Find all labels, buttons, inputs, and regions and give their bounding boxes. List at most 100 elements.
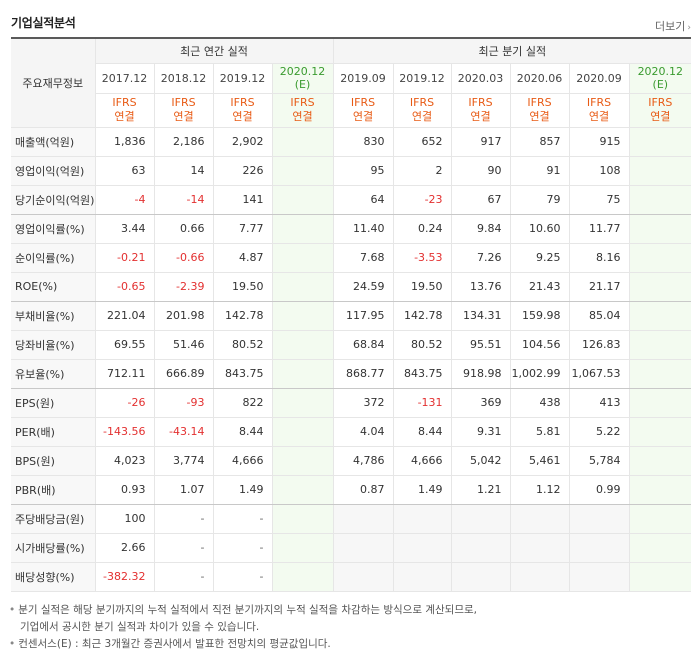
annual-value: -4 [95,185,155,215]
annual-value: 0.93 [95,475,155,505]
ifrs-label: IFRS 연결 [569,93,630,128]
ifrs-label: IFRS 연결 [95,93,155,128]
annual-value: 142.78 [213,301,273,331]
quarter-value: 4,786 [332,446,394,476]
period-header: 2020.09 [569,63,630,94]
more-label: 더보기 [655,20,686,33]
quarter-value: -3.53 [393,243,452,273]
consolidated-text: 연결 [114,110,135,123]
footnote-text: 분기 실적은 해당 분기까지의 누적 실적에서 직전 분기까지의 누적 실적을 … [18,604,477,616]
section-title: 기업실적분석 [11,16,76,30]
quarter-value: 1,002.99 [510,359,570,389]
table-row: 영업이익률(%) 3.44 0.66 7.77 11.40 0.24 9.84 10.60 11… [11,214,692,244]
more-link[interactable]: 더보기 › [655,18,691,34]
quarter-value: 159.98 [510,301,570,331]
quarter-value: 117.95 [332,301,394,331]
consolidated-text: 연결 [470,110,491,123]
quarter-value [569,533,630,563]
ifrs-text: IFRS [586,96,612,109]
table-row: 시가배당률(%) 2.66- - [11,533,692,563]
consolidated-text: 연결 [232,110,253,123]
annual-value: 666.89 [154,359,214,389]
period-header: 2019.09 [332,63,394,94]
quarter-value: 90 [451,156,511,186]
quarter-value [393,533,452,563]
annual-value: -382.32 [95,562,155,592]
ifrs-label: IFRS 연결 [393,93,452,128]
consolidated-text: 연결 [173,110,194,123]
annual-value: -14 [154,185,214,215]
annual-value [272,417,334,447]
quarter-value: 9.84 [451,214,511,244]
quarter-value [629,185,692,215]
quarter-value: 0.99 [569,475,630,505]
row-label: 영업이익(억원) [11,156,96,186]
quarter-value: 21.43 [510,272,570,302]
quarter-value: 2 [393,156,452,186]
period-header: 2018.12 [154,63,214,94]
annual-value: - [154,562,214,592]
quarter-value: 11.77 [569,214,630,244]
chevron-right-icon: › [687,23,691,33]
quarter-value: 80.52 [393,330,452,360]
quarter-value: 108 [569,156,630,186]
annual-value: 4,666 [213,446,273,476]
annual-value: 822 [213,388,273,418]
annual-value: 100 [95,504,155,534]
ifrs-label: IFRS 연결 [272,93,334,128]
quarter-value [332,562,394,592]
ifrs-text: IFRS [350,96,376,109]
annual-value: 1.49 [213,475,273,505]
quarter-value [629,446,692,476]
quarter-value: 1.21 [451,475,511,505]
annual-value: 19.50 [213,272,273,302]
quarter-value [629,475,692,505]
consolidated-text: 연결 [650,110,671,123]
table-row: 주당배당금(원) 100- - [11,504,692,534]
annual-value: - [154,504,214,534]
ifrs-text: IFRS [648,96,673,109]
quarter-value: 10.60 [510,214,570,244]
quarter-value: 134.31 [451,301,511,331]
quarter-value: 64 [332,185,394,215]
annual-value [272,127,334,157]
quarter-value: 868.77 [332,359,394,389]
quarter-value: 0.24 [393,214,452,244]
quarter-value [629,243,692,273]
quarter-value: 4,666 [393,446,452,476]
annual-value: -26 [95,388,155,418]
quarter-value: 8.44 [393,417,452,447]
annual-value: 2.66 [95,533,155,563]
quarter-value: 7.26 [451,243,511,273]
quarter-value: 1.12 [510,475,570,505]
consolidated-text: 연결 [588,110,610,123]
row-label: ROE(%) [11,272,96,302]
quarter-value [629,330,692,360]
annual-value: 3,774 [154,446,214,476]
quarter-value [569,504,630,534]
quarter-value: -23 [393,185,452,215]
quarter-value [393,504,452,534]
quarter-value: 7.68 [332,243,394,273]
quarter-value [629,156,692,186]
quarter-value: 438 [510,388,570,418]
annual-value: 2,902 [213,127,273,157]
ifrs-label: IFRS 연결 [154,93,214,128]
annual-value: 80.52 [213,330,273,360]
quarter-value: 5,461 [510,446,570,476]
row-label: BPS(원) [11,446,96,476]
annual-value: -43.14 [154,417,214,447]
quarter-value: 4.04 [332,417,394,447]
quarter-value [451,533,511,563]
annual-value [272,214,334,244]
annual-value: 51.46 [154,330,214,360]
annual-value: 221.04 [95,301,155,331]
quarter-value: -131 [393,388,452,418]
quarter-value: 68.84 [332,330,394,360]
ifrs-label: IFRS 연결 [213,93,273,128]
ifrs-label: IFRS 연결 [451,93,511,128]
quarter-value: 413 [569,388,630,418]
quarter-value: 91 [510,156,570,186]
quarter-value: 142.78 [393,301,452,331]
ifrs-label: IFRS 연결 [629,93,692,128]
